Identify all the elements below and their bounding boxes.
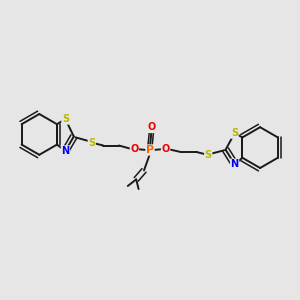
Text: O: O	[161, 144, 170, 154]
Text: O: O	[147, 122, 156, 133]
Text: N: N	[61, 146, 70, 156]
Text: N: N	[230, 159, 239, 169]
Text: O: O	[130, 144, 139, 154]
Text: P: P	[146, 145, 154, 155]
Text: S: S	[231, 128, 238, 138]
Text: S: S	[88, 137, 95, 148]
Text: S: S	[62, 114, 69, 124]
Text: S: S	[205, 150, 212, 160]
